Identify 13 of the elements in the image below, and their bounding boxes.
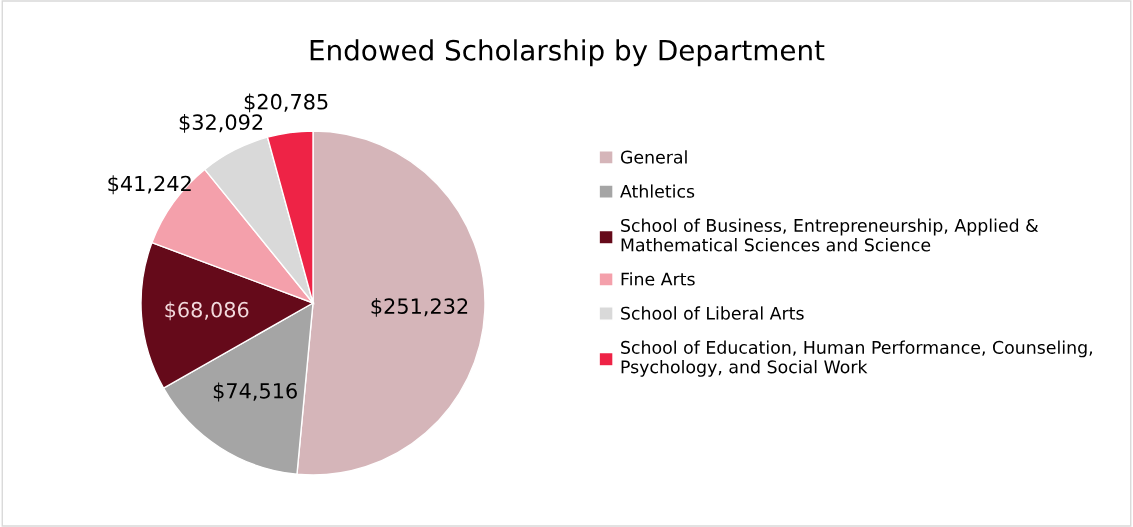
data-label: $68,086 [165,301,249,321]
legend-label: School of Liberal Arts [621,306,804,320]
legend-label: Athletics [620,184,695,198]
data-label: $32,092 [179,113,263,133]
data-label: $251,232 [371,297,468,317]
data-label: $20,785 [244,93,328,113]
legend-label: Fine Arts [621,272,695,286]
legend-label: School of Education, Human Performance, Counseling, Psychology, and Social Work [621,340,1092,377]
chart-title: Endowed Scholarship by Department [310,39,825,67]
legend-label: School of Business, Entrepreneurship, Applied & Mathematical Sciences and Science [621,218,1039,252]
legend-label: General [620,150,687,164]
data-label: $41,242 [108,175,191,195]
data-label: $74,516 [213,382,297,402]
